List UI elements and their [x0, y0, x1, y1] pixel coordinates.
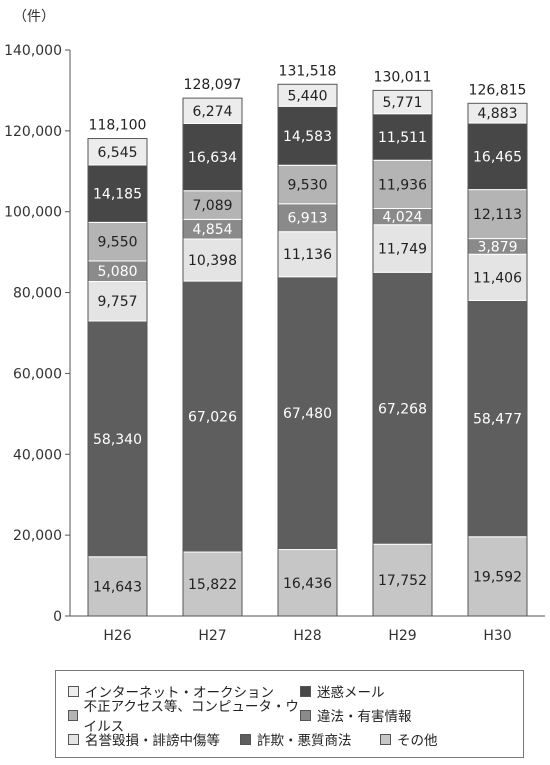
segment-value-label: 67,480 [283, 406, 332, 422]
segment-value-label: 3,879 [477, 239, 517, 255]
bar-outline [277, 83, 338, 617]
segment-value-label: 5,440 [287, 88, 327, 104]
legend-item-defamation: 名誉毀損・誹謗中傷等 [68, 729, 240, 749]
bar-total-label: 118,100 [89, 118, 147, 134]
bar-segment [372, 271, 433, 545]
legend-label: 不正アクセス等、コンピュータ・ウイルス [83, 699, 299, 735]
segment-value-label: 5,080 [97, 264, 137, 280]
bar-segment [372, 113, 433, 161]
y-tick-label: 100,000 [4, 205, 62, 221]
bar-outline [372, 89, 433, 617]
x-category-label: H30 [483, 628, 511, 644]
segment-value-label: 67,026 [188, 410, 237, 426]
segment-value-label: 11,136 [283, 247, 332, 263]
segment-value-label: 19,592 [473, 569, 522, 585]
segment-value-label: 11,749 [378, 242, 427, 258]
legend-swatch [300, 709, 311, 721]
segment-value-label: 14,583 [283, 129, 332, 145]
y-tick-label: 80,000 [13, 286, 62, 302]
segment-value-label: 9,530 [287, 178, 327, 194]
legend-swatch [68, 733, 79, 745]
legend-item-illegal-harmful-info: 違法・有害情報 [300, 705, 412, 725]
segment-value-label: 9,757 [97, 294, 137, 310]
x-category-label: H29 [388, 628, 416, 644]
legend-label: 迷惑メール [317, 685, 385, 701]
bar-total-label: 128,097 [184, 77, 242, 93]
bar-total-label: 130,011 [374, 69, 432, 85]
legend-item-spam-mail: 迷惑メール [300, 681, 385, 701]
legend-label: その他 [397, 733, 438, 749]
bar-outline [87, 138, 148, 617]
legend-item-internet-auction: インターネット・オークション [68, 681, 300, 701]
bar-total-label: 126,815 [469, 82, 527, 98]
segment-value-label: 17,752 [378, 573, 427, 589]
legend-label: 名誉毀損・誹謗中傷等 [85, 733, 220, 749]
legend-item-other: その他 [380, 729, 438, 749]
x-category-label: H27 [198, 628, 226, 644]
bar-segment [182, 551, 243, 617]
bar-segment [467, 122, 528, 191]
y-tick-label: 20,000 [13, 528, 62, 544]
bar-total-label: 131,518 [279, 63, 337, 79]
legend-label: 詐欺・悪質商法 [257, 733, 352, 749]
segment-value-label: 67,268 [378, 401, 427, 417]
chart-legend: インターネット・オークション 迷惑メール 不正アクセス等、コンピュータ・ウイルス… [55, 670, 524, 758]
y-tick-label: 60,000 [13, 366, 62, 382]
segment-value-label: 16,436 [283, 576, 332, 592]
segment-value-label: 11,936 [378, 177, 427, 193]
segment-value-label: 5,771 [382, 95, 422, 111]
x-category-label: H26 [103, 628, 131, 644]
segment-value-label: 4,024 [382, 210, 422, 226]
legend-swatch [380, 733, 391, 745]
segment-value-label: 7,089 [192, 198, 232, 214]
bar-outline [467, 102, 528, 617]
legend-row: 不正アクセス等、コンピュータ・ウイルス 違法・有害情報 [68, 699, 511, 735]
y-tick-label: 140,000 [4, 43, 62, 59]
x-category-label: H28 [293, 628, 321, 644]
segment-value-label: 16,634 [188, 150, 237, 166]
segment-value-label: 16,465 [473, 149, 522, 165]
segment-value-label: 11,406 [473, 270, 522, 286]
segment-value-label: 11,511 [378, 130, 427, 146]
segment-value-label: 58,340 [93, 432, 142, 448]
segment-value-label: 14,643 [93, 579, 142, 595]
bar-segment [182, 280, 243, 553]
legend-item-fraud: 詐欺・悪質商法 [240, 729, 380, 749]
segment-value-label: 12,113 [473, 207, 522, 223]
stacked-bar-chart: （件） 0 20,000 40,000 60,000 80,000 100,000 120,0… [4, 9, 545, 644]
legend-row: インターネット・オークション 迷惑メール [68, 679, 511, 703]
segment-value-label: 6,913 [287, 211, 327, 227]
legend-row: 名誉毀損・誹謗中傷等 詐欺・悪質商法 その他 [68, 727, 511, 751]
bar-segment [372, 159, 433, 210]
segment-value-label: 58,477 [473, 412, 522, 428]
y-tick-label: 0 [53, 609, 62, 625]
segment-value-label: 4,854 [192, 222, 232, 238]
legend-swatch [300, 685, 311, 697]
segment-value-label: 6,274 [192, 104, 232, 120]
segment-value-label: 9,550 [97, 235, 137, 251]
legend-swatch [68, 709, 78, 721]
segment-value-label: 14,185 [93, 187, 142, 203]
segment-value-label: 15,822 [188, 577, 237, 593]
segment-value-label: 4,883 [477, 106, 517, 122]
legend-label: 違法・有害情報 [317, 709, 412, 725]
bar-outline [182, 97, 243, 617]
legend-item-unauthorized-access: 不正アクセス等、コンピュータ・ウイルス [68, 695, 300, 735]
bar-segment [87, 221, 148, 262]
y-tick-label: 120,000 [4, 124, 62, 140]
legend-swatch [240, 733, 251, 745]
segment-value-label: 6,545 [97, 145, 137, 161]
bar-segment [277, 231, 338, 278]
bar-segment [277, 276, 338, 551]
y-axis-unit-label: （件） [13, 9, 55, 25]
legend-swatch [68, 685, 79, 697]
legend-label: インターネット・オークション [85, 685, 274, 701]
segment-value-label: 10,398 [188, 253, 237, 269]
y-tick-label: 40,000 [13, 447, 62, 463]
